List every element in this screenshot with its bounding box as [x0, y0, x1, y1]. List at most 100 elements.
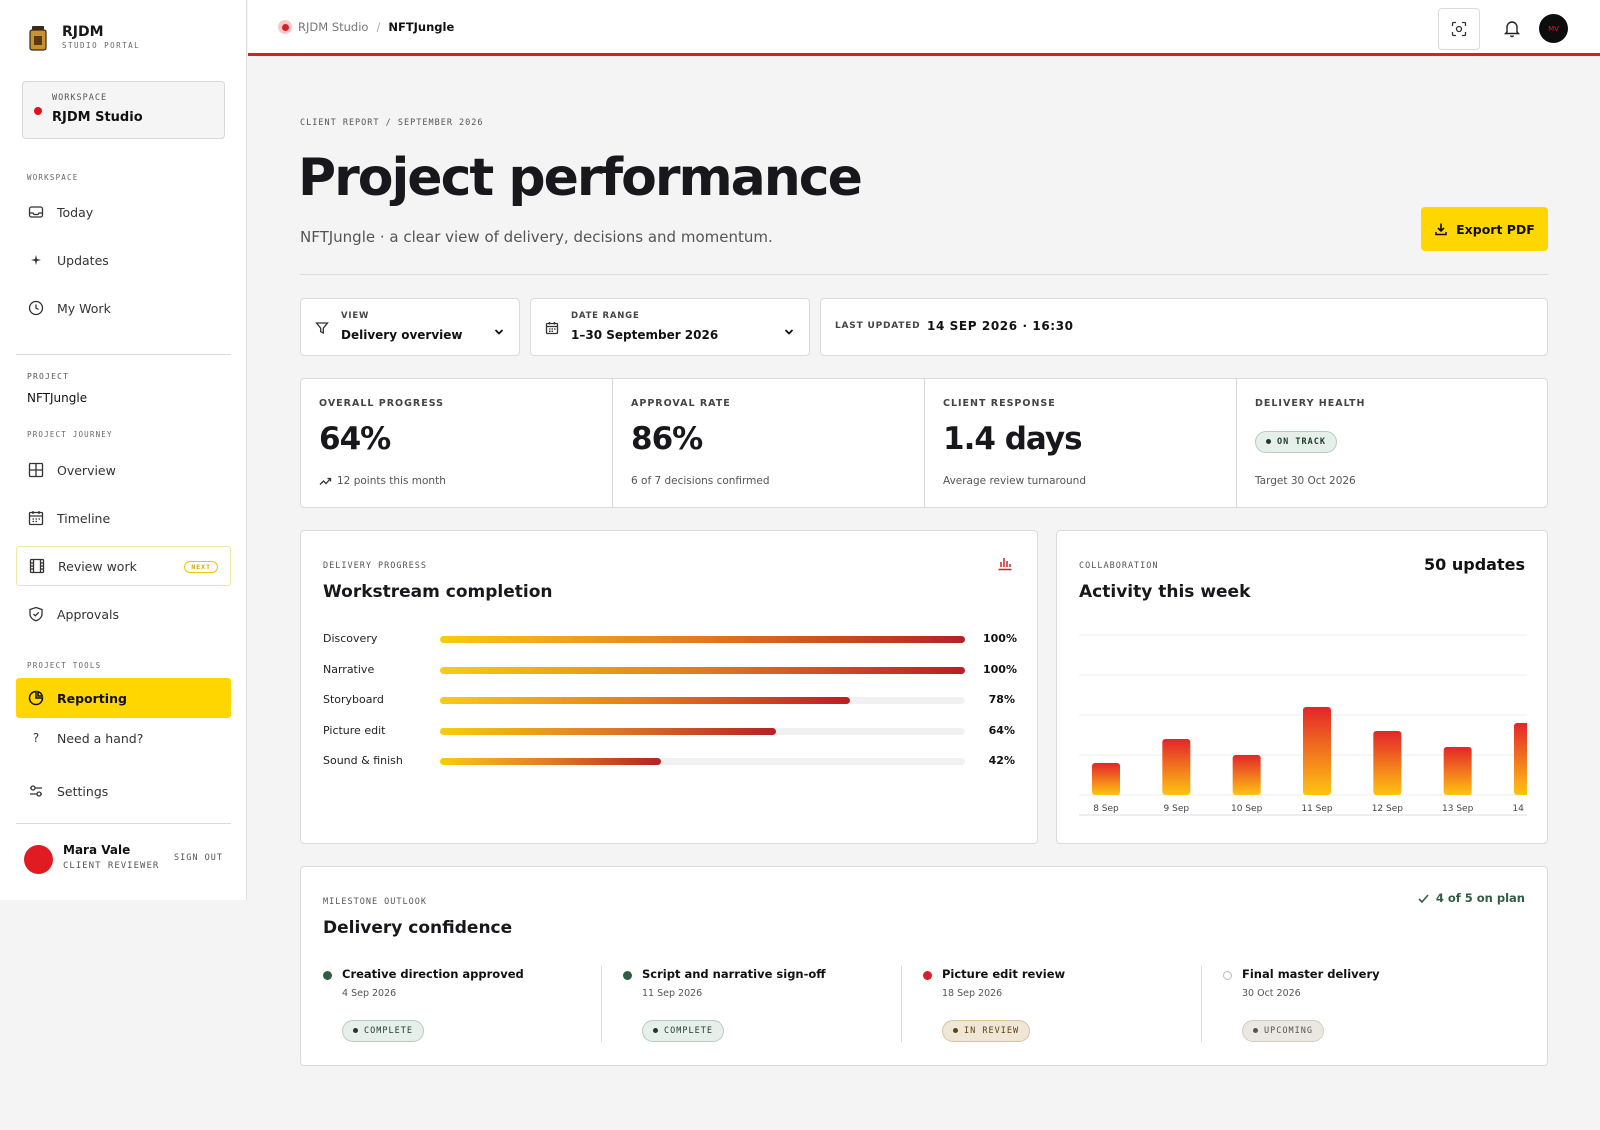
- shield-check-icon: [28, 606, 44, 622]
- calendar-icon: [28, 510, 44, 526]
- chart-tick-label: 8 Sep: [1093, 804, 1119, 814]
- breadcrumb-root[interactable]: RJDM Studio: [298, 20, 369, 34]
- card-eyebrow: MILESTONE OUTLOOK: [323, 897, 427, 907]
- progress-fill: [440, 727, 776, 735]
- chart-bar[interactable]: [1443, 747, 1472, 795]
- workstream-row: Storyboard 78%: [323, 693, 1015, 707]
- chart-bar[interactable]: [1303, 707, 1331, 795]
- bell-icon[interactable]: [1502, 18, 1522, 38]
- studio-dot-icon: [278, 20, 292, 34]
- chevron-down-icon: [494, 329, 504, 335]
- workstream-percent: 100%: [983, 662, 1017, 676]
- sparkle-icon: [28, 252, 44, 268]
- workstream-percent: 42%: [988, 754, 1015, 767]
- stat-label: DELIVERY HEALTH: [1255, 398, 1366, 409]
- chart-bar[interactable]: [1514, 723, 1527, 795]
- sidebar-item-timeline[interactable]: Timeline: [16, 498, 231, 538]
- sidebar-item-settings[interactable]: Settings: [16, 771, 231, 811]
- workstream-name: Picture edit: [323, 723, 386, 737]
- milestone-dot: [623, 971, 632, 980]
- chart-tick-label: 9 Sep: [1164, 804, 1190, 814]
- progress-fill: [440, 666, 965, 674]
- user-name: Mara Vale: [63, 843, 131, 857]
- question-icon: ?: [32, 731, 40, 745]
- stat-value: 1.4 days: [943, 421, 1083, 457]
- sidebar-item-help[interactable]: ? Need a hand?: [16, 718, 231, 758]
- clock-icon: [28, 300, 44, 316]
- status-badge: COMPLETE: [642, 1018, 724, 1042]
- page-subtitle: NFTJungle · a clear view of delivery, de…: [300, 228, 773, 246]
- sidebar-item-overview[interactable]: Overview: [16, 450, 231, 490]
- chevron-down-icon: [784, 329, 794, 335]
- breadcrumb: RJDM Studio / NFTJungle: [278, 20, 454, 34]
- sliders-icon: [28, 783, 44, 799]
- status-badge-text: UPCOMING: [1264, 1025, 1313, 1036]
- sidebar-divider: [16, 823, 231, 824]
- sidebar-divider: [16, 354, 231, 355]
- film-icon: [29, 558, 45, 574]
- activity-chart: 8 Sep 9 Sep 10 Sep 11 Sep 12 Sep 13 Sep 14 Sep: [1079, 634, 1527, 816]
- workstream-row: Sound & finish 42%: [323, 754, 1015, 768]
- progress-track: [440, 697, 965, 704]
- milestone-divider: [1201, 966, 1202, 1042]
- stat-value: 64%: [319, 421, 391, 457]
- card-title: Delivery confidence: [323, 918, 513, 938]
- stat-note: Target 30 Oct 2026: [1255, 475, 1356, 487]
- avatar[interactable]: [24, 845, 53, 874]
- calendar-icon: [545, 322, 559, 335]
- milestone-title: Picture edit review: [942, 967, 1066, 981]
- date-range-select[interactable]: DATE RANGE 1–30 September 2026: [530, 298, 810, 356]
- workspace-status-dot: [34, 107, 42, 115]
- jar-logo-icon: [29, 26, 47, 51]
- sign-out-button[interactable]: SIGN OUT: [174, 853, 223, 863]
- sidebar-item-label: Need a hand?: [57, 730, 144, 746]
- export-pdf-button[interactable]: Export PDF: [1421, 207, 1548, 251]
- focus-scan-button[interactable]: [1438, 8, 1480, 50]
- workstream-row: Discovery 100%: [323, 632, 1017, 646]
- chart-bar[interactable]: [1373, 731, 1402, 795]
- milestone-item: Script and narrative sign-off 11 Sep 2026…: [623, 967, 923, 1043]
- sidebar-item-reporting[interactable]: Reporting: [16, 678, 231, 718]
- avatar[interactable]: MV: [1539, 14, 1568, 43]
- stat-approval-rate: APPROVAL RATE 86% 6 of 7 decisions confi…: [613, 379, 925, 507]
- sidebar-item-updates[interactable]: Updates: [16, 240, 231, 280]
- project-label: PROJECT: [27, 372, 70, 381]
- status-badge-text: COMPLETE: [364, 1025, 413, 1036]
- chart-bar[interactable]: [1162, 739, 1191, 795]
- chart-bar[interactable]: [1092, 763, 1120, 795]
- sidebar-item-review-work[interactable]: Review work NEXT: [16, 546, 231, 586]
- card-eyebrow: DELIVERY PROGRESS: [323, 561, 427, 571]
- date-range-value: 1–30 September 2026: [571, 328, 719, 342]
- check-icon: [1418, 893, 1429, 903]
- milestone-date: 4 Sep 2026: [342, 988, 397, 999]
- milestone-dot: [1223, 971, 1232, 980]
- milestone-title: Script and narrative sign-off: [642, 967, 826, 981]
- sidebar-item-today[interactable]: Today: [16, 192, 231, 232]
- chart-tick-label: 10 Sep: [1231, 804, 1263, 814]
- brand-subtitle: STUDIO PORTAL: [62, 41, 141, 50]
- view-label: VIEW: [341, 311, 370, 321]
- download-icon: [1435, 223, 1447, 236]
- status-badge-text: COMPLETE: [664, 1025, 713, 1036]
- on-plan-summary: 4 of 5 on plan: [1417, 891, 1525, 905]
- chart-bar[interactable]: [1232, 755, 1261, 795]
- on-plan-text: 4 of 5 on plan: [1435, 891, 1525, 905]
- sidebar-item-approvals[interactable]: Approvals: [16, 594, 231, 634]
- brand[interactable]: RJDM STUDIO PORTAL: [26, 24, 140, 52]
- progress-track: [440, 666, 965, 674]
- view-select[interactable]: VIEW Delivery overview: [300, 298, 520, 356]
- sidebar-item-my-work[interactable]: My Work: [16, 288, 231, 328]
- last-updated-value: 14 SEP 2026 · 16:30: [927, 319, 1074, 333]
- bar-chart-icon[interactable]: [997, 555, 1013, 571]
- progress-fill: [440, 636, 965, 643]
- breadcrumb-current: NFTJungle: [388, 20, 455, 34]
- workspace-switcher[interactable]: WORKSPACE RJDM Studio: [22, 81, 225, 139]
- card-title: Workstream completion: [323, 582, 553, 602]
- milestone-title: Creative direction approved: [342, 967, 524, 981]
- chart-tick-label: 12 Sep: [1372, 804, 1404, 814]
- last-updated-panel: LAST UPDATED 14 SEP 2026 · 16:30: [820, 298, 1548, 356]
- section-label-journey: PROJECT JOURNEY: [27, 430, 113, 439]
- workspace-label: WORKSPACE: [52, 93, 108, 103]
- report-eyebrow: CLIENT REPORT / SEPTEMBER 2026: [300, 118, 484, 128]
- pie-chart-icon: [28, 690, 44, 706]
